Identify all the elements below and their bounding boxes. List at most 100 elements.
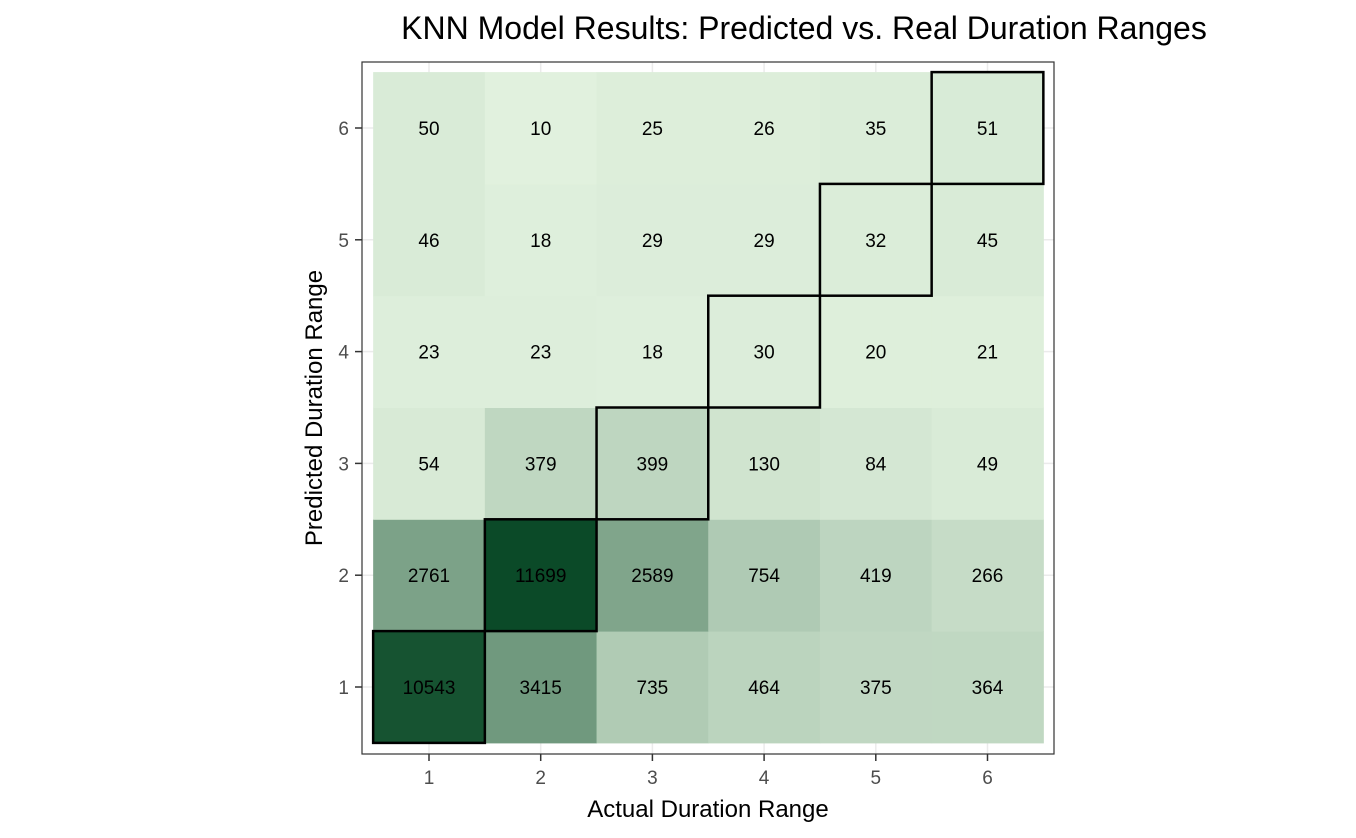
x-tick-label: 6 bbox=[982, 768, 993, 789]
cell-value-label: 23 bbox=[530, 343, 551, 364]
cell-value-label: 10 bbox=[530, 119, 551, 140]
cell-value-label: 364 bbox=[972, 678, 1004, 699]
x-tick-label: 1 bbox=[424, 768, 435, 789]
cell-value-label: 735 bbox=[637, 678, 669, 699]
cell-value-label: 32 bbox=[865, 231, 886, 252]
cell-value-label: 375 bbox=[860, 678, 892, 699]
heatmap-cell bbox=[484, 519, 598, 632]
heatmap-cell bbox=[708, 407, 821, 520]
cell-value-label: 84 bbox=[865, 454, 887, 475]
diagonal-cell-outline bbox=[595, 406, 710, 521]
heatmap-cell bbox=[819, 183, 933, 297]
x-tick-label: 5 bbox=[871, 768, 882, 789]
y-axis-title: Predicted Duration Range bbox=[301, 270, 328, 546]
heatmap-cell bbox=[484, 72, 598, 185]
heatmap-cell bbox=[819, 295, 933, 408]
heatmap-cell bbox=[708, 72, 821, 185]
y-tick-label: 6 bbox=[338, 119, 349, 140]
cell-value-label: 35 bbox=[865, 119, 886, 140]
cell-value-label: 754 bbox=[748, 566, 780, 587]
cell-value-label: 21 bbox=[977, 343, 998, 364]
heatmap-cell bbox=[373, 631, 486, 744]
y-axis-ticks: 1 2 3 4 5 6 bbox=[338, 119, 362, 699]
cell-value-label: 419 bbox=[860, 566, 892, 587]
cell-value-label: 26 bbox=[754, 119, 775, 140]
y-tick-label: 3 bbox=[338, 454, 349, 475]
diagonal-cell-outline bbox=[371, 629, 487, 745]
heatmap-cell bbox=[484, 183, 598, 297]
x-tick-label: 2 bbox=[535, 768, 546, 789]
heatmap-cell bbox=[819, 72, 933, 185]
heatmap-cell bbox=[819, 407, 933, 520]
heatmap-cell bbox=[373, 72, 486, 185]
heatmap-cell bbox=[931, 183, 1044, 297]
heatmap-cell bbox=[931, 295, 1044, 408]
cell-value-label: 54 bbox=[418, 454, 440, 475]
x-axis-title: Actual Duration Range bbox=[587, 796, 828, 823]
heatmap-cell bbox=[931, 631, 1044, 744]
y-tick-label: 2 bbox=[338, 566, 349, 587]
heatmap-cell bbox=[373, 519, 486, 632]
plot-border bbox=[361, 61, 1055, 755]
diagonal-cell-outline bbox=[818, 182, 933, 297]
heatmap-cell bbox=[596, 72, 709, 185]
cell-value-label: 18 bbox=[530, 231, 551, 252]
heatmap-cell bbox=[931, 407, 1044, 520]
cell-value-label: 49 bbox=[977, 454, 998, 475]
cell-value-label: 51 bbox=[977, 119, 998, 140]
cell-value-label: 11699 bbox=[515, 566, 566, 587]
cell-value-label: 29 bbox=[754, 231, 775, 252]
cell-value-labels: 10543 3415 735 464 375 364 2761 11699 2589 754 419… bbox=[403, 119, 1004, 699]
cell-value-label: 18 bbox=[642, 343, 663, 364]
cell-value-label: 266 bbox=[972, 566, 1004, 587]
diagonal-cell-outline bbox=[707, 294, 822, 409]
heatmap-cell bbox=[596, 631, 709, 744]
cell-value-label: 23 bbox=[418, 343, 439, 364]
cell-value-label: 20 bbox=[865, 343, 886, 364]
heatmap-cell bbox=[373, 183, 486, 297]
heatmap-cell bbox=[819, 631, 933, 744]
heatmap-cell bbox=[708, 183, 821, 297]
cell-value-label: 2589 bbox=[631, 566, 673, 587]
x-tick-label: 4 bbox=[759, 768, 770, 789]
heatmap-cell bbox=[596, 295, 709, 408]
heatmap-cell bbox=[373, 295, 486, 408]
cell-value-label: 29 bbox=[642, 231, 663, 252]
y-tick-label: 1 bbox=[338, 678, 349, 699]
heatmap-cells bbox=[373, 72, 1044, 744]
cell-value-label: 50 bbox=[418, 119, 439, 140]
cell-value-label: 10543 bbox=[403, 678, 456, 699]
heatmap-cell bbox=[484, 631, 598, 744]
diagonal-cell-outline bbox=[930, 70, 1045, 186]
diagonal-cell-outline bbox=[483, 518, 598, 633]
heatmap-cell bbox=[819, 519, 933, 632]
heatmap-cell bbox=[596, 407, 709, 520]
heatmap-cell bbox=[484, 295, 598, 408]
heatmap-cell bbox=[708, 519, 821, 632]
cell-value-label: 3415 bbox=[520, 678, 562, 699]
chart-title: KNN Model Results: Predicted vs. Real Du… bbox=[401, 10, 1207, 46]
y-tick-label: 5 bbox=[338, 231, 349, 252]
diagonal-highlights bbox=[371, 70, 1045, 745]
x-tick-label: 3 bbox=[647, 768, 658, 789]
cell-value-label: 2761 bbox=[408, 566, 450, 587]
y-tick-label: 4 bbox=[338, 343, 349, 364]
cell-value-label: 45 bbox=[977, 231, 998, 252]
heatmap-cell bbox=[931, 72, 1044, 185]
heatmap-cell bbox=[931, 519, 1044, 632]
heatmap-cell bbox=[596, 183, 709, 297]
heatmap-cell bbox=[484, 407, 598, 520]
heatmap-cell bbox=[708, 295, 821, 408]
cell-value-label: 130 bbox=[748, 454, 780, 475]
cell-value-label: 464 bbox=[748, 678, 780, 699]
cell-value-label: 25 bbox=[642, 119, 663, 140]
heatmap-cell bbox=[708, 631, 821, 744]
cell-value-label: 30 bbox=[754, 343, 775, 364]
cell-value-label: 46 bbox=[418, 231, 439, 252]
x-axis-ticks: 1 2 3 4 5 6 bbox=[424, 754, 993, 789]
cell-value-label: 399 bbox=[637, 454, 669, 475]
heatmap-cell bbox=[596, 519, 709, 632]
cell-value-label: 379 bbox=[525, 454, 557, 475]
heatmap-cell bbox=[373, 407, 486, 520]
